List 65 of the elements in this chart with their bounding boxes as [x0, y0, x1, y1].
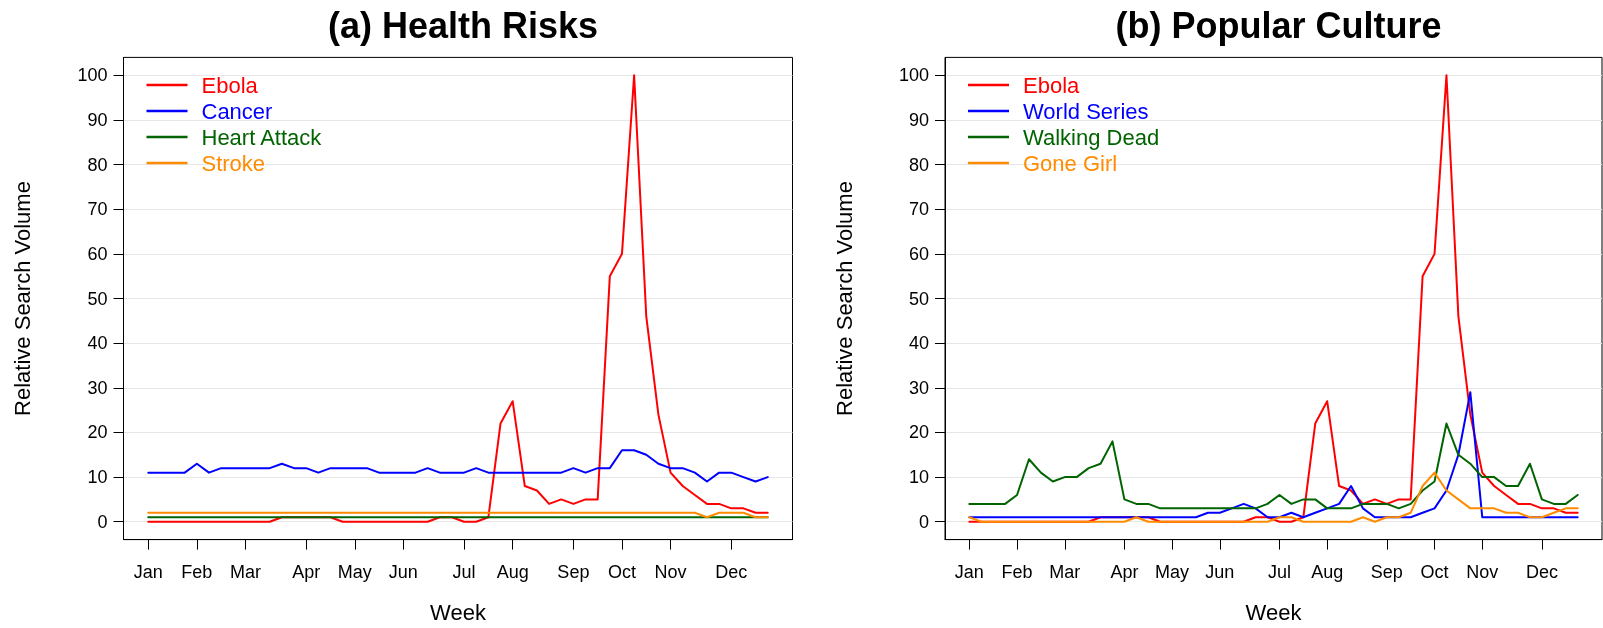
x-axis-title: Week — [430, 600, 487, 626]
x-tick-label: Dec — [1525, 561, 1558, 582]
x-tick-label: Mar — [229, 561, 261, 582]
y-tick-label: 10 — [908, 467, 929, 488]
x-tick-label: Aug — [1311, 561, 1344, 582]
y-tick-label: 70 — [87, 199, 108, 220]
line-series — [147, 449, 769, 483]
y-tick-label: 40 — [87, 333, 108, 354]
y-tick-label: 0 — [918, 511, 929, 532]
y-tick-label: 90 — [908, 109, 929, 130]
x-tick-label: Feb — [181, 561, 213, 582]
x-tick-label: Mar — [1049, 561, 1081, 582]
x-tick-label: Apr — [1110, 561, 1139, 582]
y-tick-label: 50 — [908, 288, 929, 309]
x-tick-label: Nov — [654, 561, 687, 582]
legend-label: World Series — [1023, 98, 1149, 124]
legend-label: Ebola — [1023, 72, 1081, 98]
x-tick-label: May — [337, 561, 372, 582]
legend-label: Stroke — [201, 150, 266, 176]
y-tick-label: 100 — [898, 65, 929, 86]
x-tick-label: Oct — [1420, 561, 1449, 582]
x-tick-label: Jun — [1205, 561, 1235, 582]
y-tick-label: 80 — [87, 154, 108, 175]
x-tick-label: Aug — [496, 561, 529, 582]
x-tick-label: Sep — [557, 561, 590, 582]
y-tick-label: 90 — [87, 109, 108, 130]
line-series — [147, 74, 769, 523]
line-series — [968, 391, 1579, 519]
y-tick-label: 20 — [87, 422, 108, 443]
y-tick-label: 10 — [87, 467, 108, 488]
x-tick-label: Jan — [133, 561, 163, 582]
x-tick-label: Oct — [607, 561, 636, 582]
y-tick-label: 20 — [908, 422, 929, 443]
y-tick-label: 100 — [77, 65, 108, 86]
x-axis-title: Week — [1245, 600, 1303, 626]
x-tick-label: Sep — [1370, 561, 1403, 582]
x-tick-label: Jan — [954, 561, 984, 582]
x-tick-label: May — [1155, 561, 1190, 582]
x-tick-label: Nov — [1466, 561, 1499, 582]
x-tick-label: Jul — [1267, 561, 1291, 582]
x-tick-label: Dec — [715, 561, 748, 582]
y-tick-label: 80 — [908, 154, 929, 175]
y-tick-label: 40 — [908, 333, 929, 354]
legend-label: Walking Dead — [1023, 124, 1160, 150]
y-tick-label: 60 — [908, 243, 929, 264]
legend-label: Cancer — [201, 98, 273, 124]
line-series — [968, 471, 1579, 523]
y-axis-title: Relative Search Volume — [10, 181, 35, 416]
y-tick-label: 70 — [908, 199, 929, 220]
x-tick-label: Apr — [292, 561, 321, 582]
y-tick-label: 60 — [87, 243, 108, 264]
x-tick-label: Jun — [388, 561, 418, 582]
y-tick-label: 50 — [87, 288, 108, 309]
legend-label: Gone Girl — [1023, 150, 1118, 176]
legend-label: Ebola — [201, 72, 259, 98]
legend-label: Heart Attack — [201, 124, 323, 150]
line-series — [968, 422, 1579, 510]
y-tick-label: 0 — [97, 511, 108, 532]
chart-title: (b) Popular Culture — [1115, 4, 1442, 46]
y-tick-label: 30 — [908, 377, 929, 398]
x-tick-label: Jul — [452, 561, 476, 582]
y-axis-title: Relative Search Volume — [831, 181, 857, 416]
x-tick-label: Feb — [1001, 561, 1033, 582]
y-tick-label: 30 — [87, 377, 108, 398]
chart-title: (a) Health Risks — [327, 4, 599, 46]
